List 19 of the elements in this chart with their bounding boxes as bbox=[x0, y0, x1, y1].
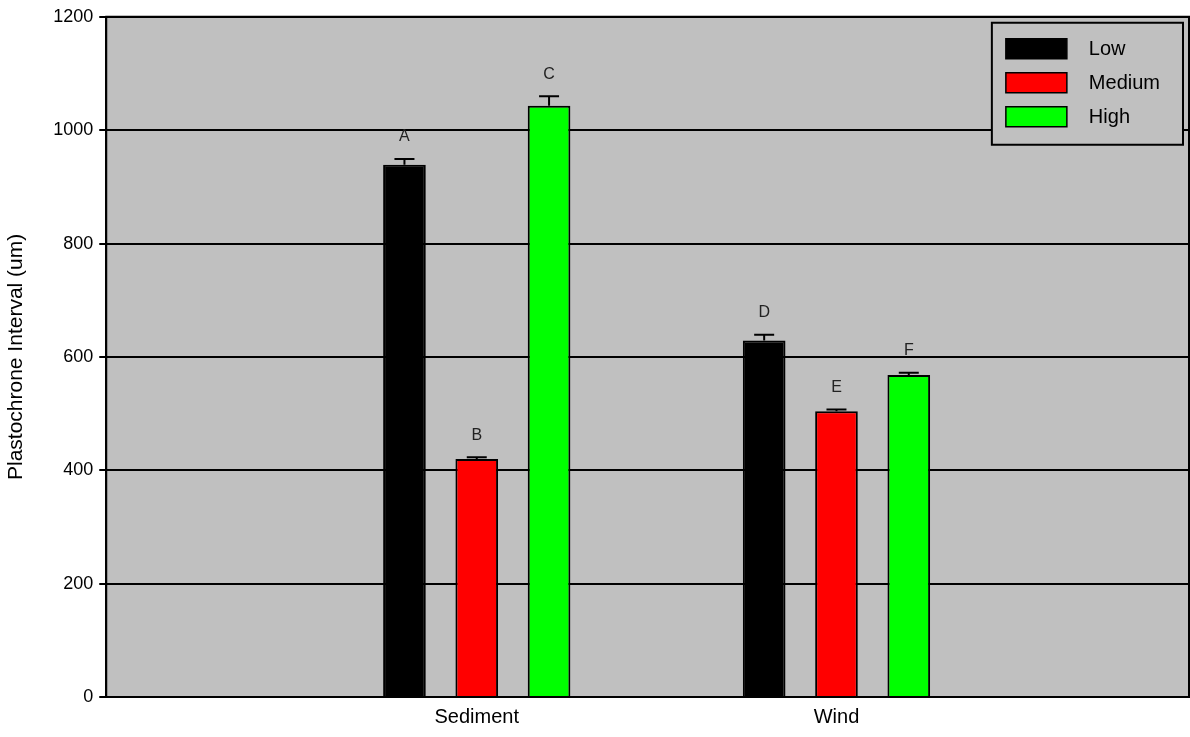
data-label: D bbox=[758, 303, 770, 321]
x-tick-label: Sediment bbox=[434, 704, 520, 727]
data-label: F bbox=[903, 341, 914, 359]
y-tick-label: 800 bbox=[63, 232, 94, 253]
legend-label: Low bbox=[1088, 37, 1127, 60]
y-tick-label: 0 bbox=[83, 685, 94, 706]
data-label: E bbox=[831, 378, 842, 396]
legend-label: High bbox=[1088, 105, 1131, 128]
y-tick-label: 200 bbox=[63, 572, 94, 593]
x-tick-label: Wind bbox=[813, 704, 860, 727]
data-label: A bbox=[399, 127, 411, 145]
y-tick-label: 400 bbox=[63, 459, 94, 480]
data-label: B bbox=[471, 425, 483, 443]
y-axis-title: Plastochrone Interval (um) bbox=[3, 233, 27, 481]
y-tick-label: 600 bbox=[63, 345, 94, 366]
y-tick-label: 1200 bbox=[53, 5, 94, 26]
legend-label: Medium bbox=[1088, 71, 1161, 94]
y-tick-label: 1000 bbox=[53, 119, 94, 140]
data-label: C bbox=[543, 64, 555, 82]
